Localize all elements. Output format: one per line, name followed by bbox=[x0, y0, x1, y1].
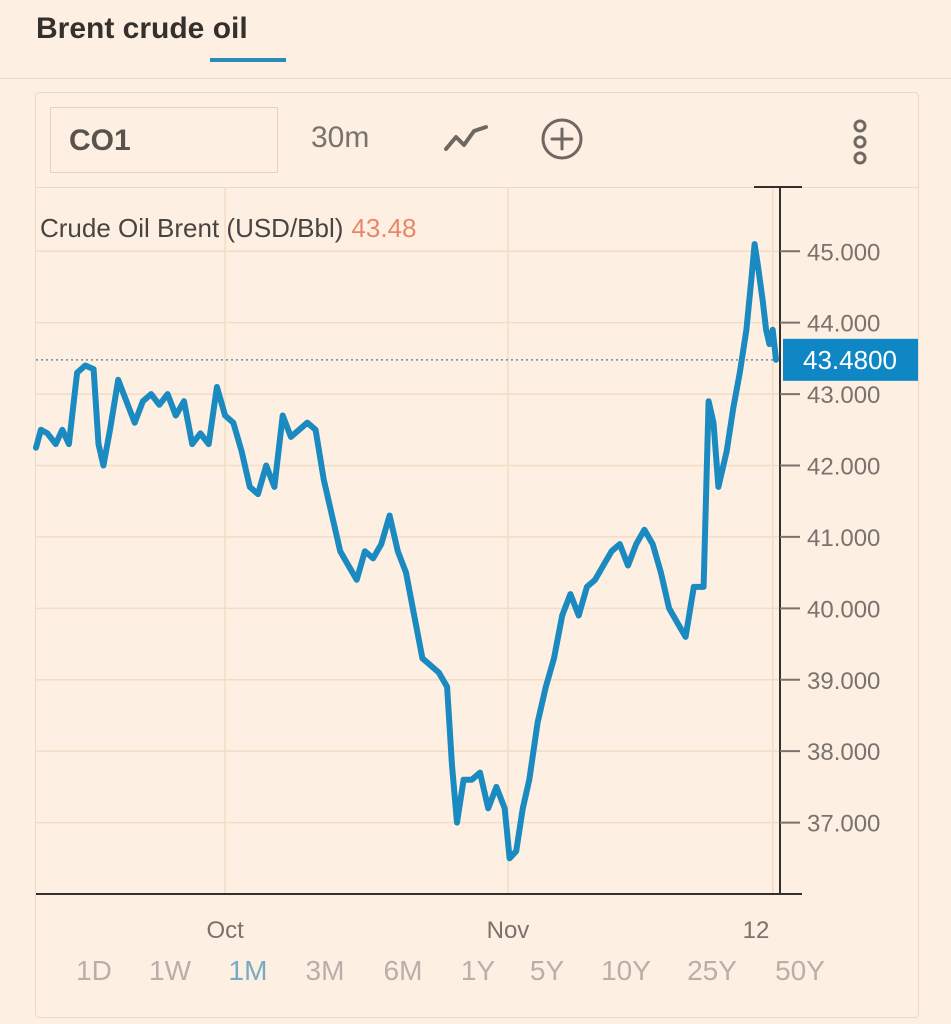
range-3m[interactable]: 3M bbox=[305, 955, 345, 986]
range-selector: 1D 1W 1M 3M 6M 1Y 5Y 10Y 25Y 50Y bbox=[0, 955, 951, 995]
range-1m[interactable]: 1M bbox=[228, 955, 268, 986]
interval-selector[interactable]: 30m bbox=[311, 121, 370, 154]
series-line bbox=[33, 241, 779, 862]
y-tick-label: 42.000 bbox=[807, 454, 880, 481]
y-tick-label: 38.000 bbox=[807, 739, 880, 766]
range-1y[interactable]: 1Y bbox=[460, 955, 496, 986]
add-circle-icon[interactable] bbox=[540, 117, 584, 166]
more-vertical-icon[interactable] bbox=[849, 119, 871, 170]
x-tick-label: Nov bbox=[487, 917, 530, 944]
page-header: Brent crude oil bbox=[0, 0, 951, 79]
price-badge-box bbox=[783, 338, 918, 381]
chart-title: Crude Oil Brent (USD/Bbl) bbox=[40, 213, 343, 243]
price-badge-text: 43.4800 bbox=[803, 345, 897, 375]
range-6m[interactable]: 6M bbox=[383, 955, 423, 986]
y-tick-label: 41.000 bbox=[807, 525, 880, 552]
y-tick-label: 45.000 bbox=[807, 239, 880, 266]
line-chart-icon[interactable] bbox=[444, 123, 488, 160]
chart-card: CO1 30m bbox=[35, 92, 919, 1018]
last-value: 43.48 bbox=[351, 213, 416, 243]
y-tick-label: 44.000 bbox=[807, 311, 880, 338]
range-1w[interactable]: 1W bbox=[149, 955, 191, 986]
chart-toolbar: CO1 30m bbox=[36, 93, 918, 188]
range-50y[interactable]: 50Y bbox=[775, 955, 825, 986]
y-tick-label: 37.000 bbox=[807, 811, 880, 838]
y-ticks: 37.000 38.000 39.000 40.000 41.000 42.000 43.0… bbox=[754, 186, 880, 895]
symbol-input[interactable]: CO1 bbox=[50, 107, 278, 173]
x-ticks: Oct Nov 12 bbox=[206, 917, 769, 944]
range-5y[interactable]: 5Y bbox=[529, 955, 565, 986]
range-10y[interactable]: 10Y bbox=[601, 955, 651, 986]
x-tick-label: 12 bbox=[743, 917, 770, 944]
range-25y[interactable]: 25Y bbox=[687, 955, 737, 986]
y-tick-label: 40.000 bbox=[807, 596, 880, 623]
page-title: Brent crude oil bbox=[36, 12, 248, 45]
grid-layer bbox=[36, 187, 780, 894]
range-1d[interactable]: 1D bbox=[76, 955, 112, 986]
active-range-underline bbox=[210, 58, 286, 62]
y-tick-label: 43.000 bbox=[807, 382, 880, 409]
price-badge: 43.4800 bbox=[783, 338, 918, 381]
x-tick-label: Oct bbox=[206, 917, 244, 944]
y-tick-label: 39.000 bbox=[807, 668, 880, 695]
